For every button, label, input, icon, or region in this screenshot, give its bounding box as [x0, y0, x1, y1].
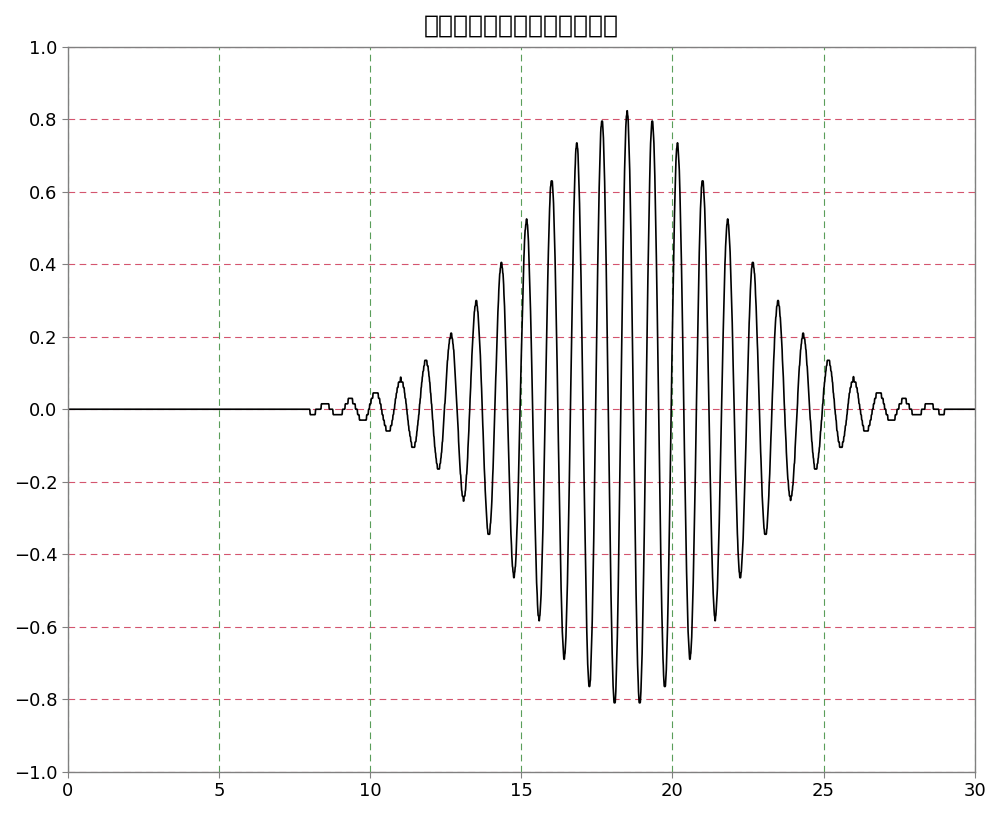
Title: 等波纹滤波后的雷达呼吸信号: 等波纹滤波后的雷达呼吸信号: [424, 14, 619, 38]
